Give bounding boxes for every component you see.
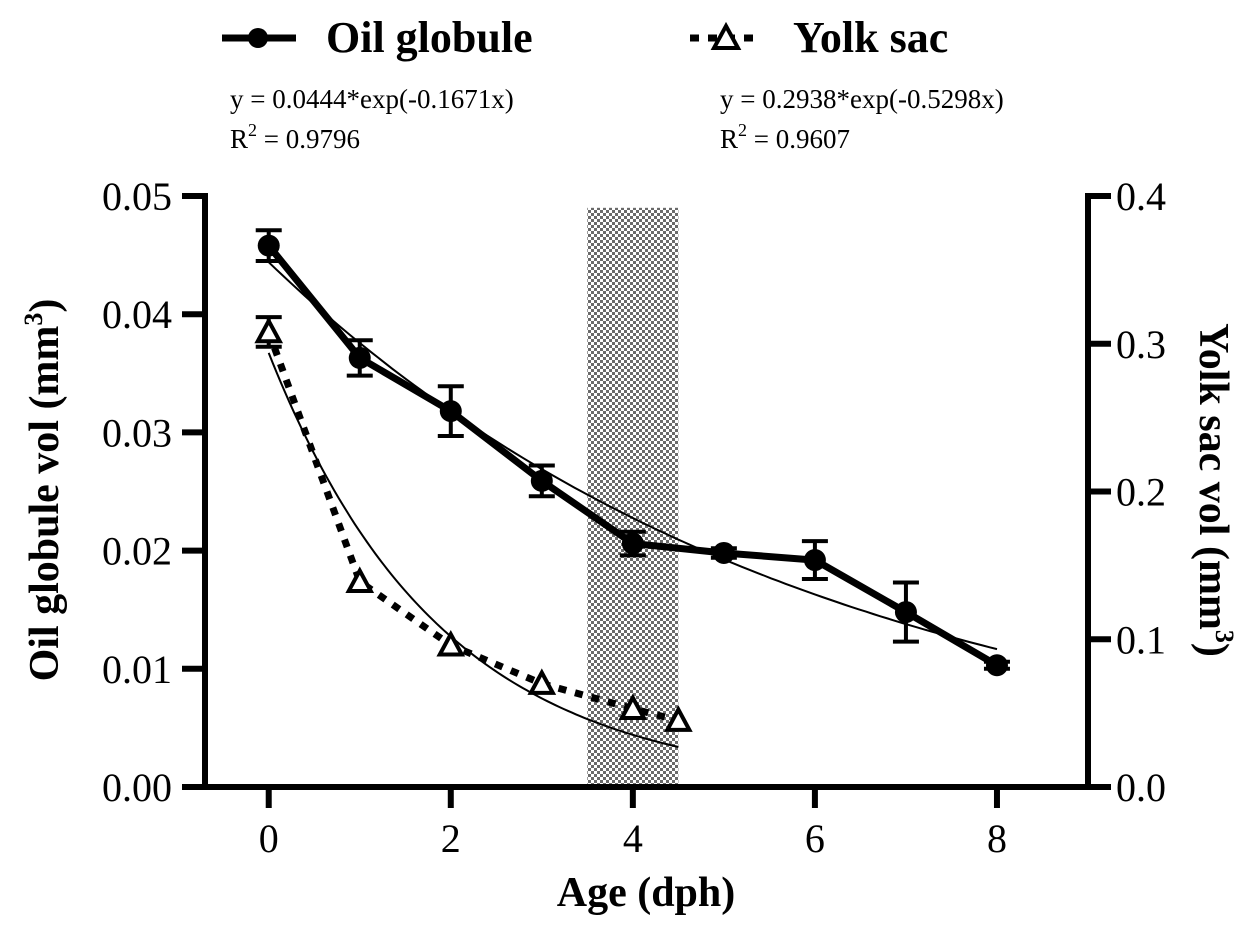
- y-axis-left-title-main: Oil globule vol (mm: [22, 326, 68, 682]
- r2-yolk-label: R: [720, 124, 738, 154]
- oil-data-point: [257, 234, 280, 257]
- y-right-tick-label: 0.1: [1116, 617, 1166, 662]
- oil-data-point: [348, 346, 371, 369]
- y-right-tick-label: 0.3: [1116, 322, 1166, 367]
- oil-data-point: [621, 532, 644, 555]
- ticks: 0.00 0.01 0.02 0.03 0.04 0.05 0.0 0.1 0.2 0.3 0.4 0…: [102, 174, 1166, 861]
- oil-data-point: [985, 654, 1008, 677]
- r2-yolk-sup: 2: [738, 120, 747, 140]
- legend-oil-label: Oil globule: [326, 13, 533, 62]
- oil-data-point: [712, 541, 735, 564]
- r2-oil-text: R2 = 0.9796: [230, 120, 360, 154]
- r2-yolk-value: = 0.9607: [747, 124, 850, 154]
- y-axis-left-title-sup: 3: [19, 313, 48, 326]
- y-left-tick-label: 0.00: [102, 765, 172, 810]
- yolk-data-point: [436, 629, 466, 657]
- x-axis-title: Age (dph): [557, 870, 736, 916]
- x-tick-label: 4: [623, 816, 643, 861]
- x-tick-label: 2: [441, 816, 461, 861]
- y-axis-left-title-close: ): [22, 299, 68, 313]
- y-axis-right-title-main: Yolk sac vol (mm: [1190, 323, 1236, 630]
- x-tick-label: 0: [259, 816, 279, 861]
- equation-yolk-text: y = 0.2938*exp(-0.5298x): [720, 84, 1004, 114]
- x-tick-label: 8: [987, 816, 1007, 861]
- oil-data-point: [803, 549, 826, 572]
- y-axis-right-title-sup: 3: [1210, 630, 1239, 643]
- yolk-data-point: [254, 316, 284, 344]
- y-right-tick-label: 0.2: [1116, 470, 1166, 515]
- oil-fit-curve: [268, 261, 998, 651]
- oil-data-point: [894, 601, 917, 624]
- fit-curves: [267, 261, 998, 748]
- y-left-tick-label: 0.01: [102, 647, 172, 692]
- legend: Oil globule Yolk sac: [222, 13, 948, 62]
- equation-yolk: y = 0.2938*exp(-0.5298x) R2 = 0.9607: [720, 84, 1004, 154]
- y-right-tick-label: 0.4: [1116, 174, 1166, 219]
- x-tick-label: 6: [805, 816, 825, 861]
- y-left-tick-label: 0.04: [102, 292, 172, 337]
- shaded-region: [587, 207, 679, 787]
- r2-oil-sup: 2: [248, 120, 257, 140]
- oil-data-point: [439, 400, 462, 423]
- y-axis-left-title: Oil globule vol (mm3): [19, 299, 68, 682]
- r2-yolk-text: R2 = 0.9607: [720, 120, 850, 154]
- y-left-tick-label: 0.02: [102, 529, 172, 574]
- y-axis-right-title: Yolk sac vol (mm3): [1190, 323, 1239, 657]
- yolk-data-point: [345, 566, 375, 593]
- equation-oil: y = 0.0444*exp(-0.1671x) R2 = 0.9796: [230, 84, 514, 154]
- legend-yolk-label: Yolk sac: [793, 13, 948, 62]
- equation-oil-text: y = 0.0444*exp(-0.1671x): [230, 84, 514, 114]
- yolk-data-point: [527, 668, 557, 695]
- y-left-tick-label: 0.05: [102, 174, 172, 219]
- yolk-data-point: [618, 693, 648, 721]
- y-axis-right-title-close: ): [1190, 643, 1236, 657]
- yolk-fit-curve: [267, 352, 679, 748]
- y-right-tick-label: 0.0: [1116, 765, 1166, 810]
- legend-oil-marker: [248, 28, 268, 48]
- legend-yolk-marker: [710, 21, 742, 50]
- yolk-series-line: [265, 330, 680, 724]
- yolk-data-point: [664, 705, 693, 732]
- r2-oil-value: = 0.9796: [257, 124, 360, 154]
- series: [254, 228, 1010, 732]
- y-left-tick-label: 0.03: [102, 410, 172, 455]
- oil-data-point: [530, 469, 553, 492]
- r2-oil-label: R: [230, 124, 248, 154]
